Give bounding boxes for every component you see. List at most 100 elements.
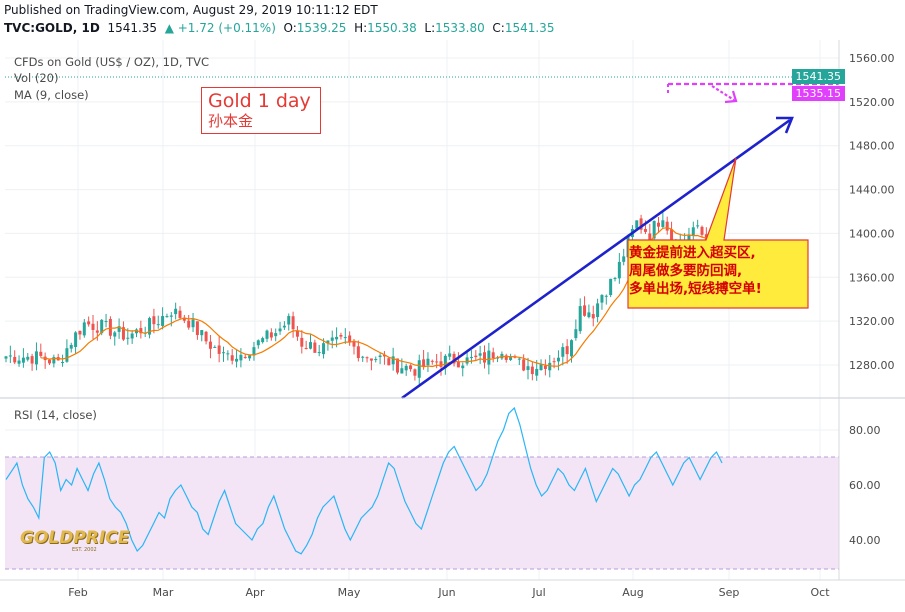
candle-down — [396, 358, 399, 373]
c-label: C: — [492, 21, 505, 35]
candle-up — [265, 330, 269, 339]
candle-down — [643, 228, 647, 232]
candle-down — [382, 354, 386, 357]
low-value: 1533.80 — [435, 21, 485, 35]
candle-down — [208, 341, 212, 349]
candle-up — [448, 353, 452, 357]
price-tick-label: 1520.00 — [849, 96, 895, 109]
candle-up — [21, 357, 25, 363]
candle-down — [230, 355, 234, 361]
price-tick-label: 1280.00 — [849, 359, 895, 372]
open-value: 1539.25 — [296, 21, 347, 35]
candle-down — [583, 305, 587, 316]
candle-down — [639, 218, 643, 230]
candle-down — [491, 352, 495, 359]
trend-arrow-head — [776, 116, 794, 134]
candle-up — [117, 326, 121, 332]
candle-down — [422, 359, 426, 367]
candle-up — [65, 348, 69, 362]
candle-down — [474, 355, 478, 358]
close-value: 1541.35 — [504, 21, 555, 35]
candle-down — [78, 330, 82, 335]
candle-up — [135, 329, 138, 334]
candle-up — [461, 365, 465, 369]
candle-up — [34, 351, 38, 365]
candle-up — [169, 315, 173, 317]
pullback-arrow-head — [724, 90, 738, 104]
candle-down — [522, 359, 526, 371]
candle-up — [622, 256, 626, 262]
candle-down — [304, 348, 308, 350]
rsi-tick-label: 80.00 — [849, 424, 881, 437]
candle-up — [378, 355, 382, 357]
candle-down — [352, 340, 356, 347]
candle-up — [635, 220, 639, 229]
candle-up — [426, 358, 430, 366]
title-annotation: Gold 1 day 孙本金 — [201, 87, 321, 134]
candle-down — [665, 221, 669, 231]
candle-down — [187, 320, 191, 328]
candle-up — [130, 333, 134, 339]
candle-up — [526, 366, 530, 370]
candle-down — [217, 345, 221, 354]
candle-up — [8, 355, 12, 357]
candle-up — [661, 220, 665, 227]
candle-down — [409, 365, 413, 370]
candle-up — [556, 357, 560, 362]
candle-up — [309, 342, 312, 349]
o-label: O: — [283, 21, 297, 35]
candle-up — [261, 338, 265, 343]
candle-up — [609, 278, 613, 296]
candle-up — [278, 328, 282, 332]
candle-up — [322, 343, 326, 355]
price-tick-label: 1400.00 — [849, 227, 895, 240]
candle-down — [700, 226, 704, 235]
ma-legend: MA (9, close) — [14, 88, 89, 102]
pullback-arrow — [711, 85, 735, 101]
symbol-line: TVC:GOLD, 1D 1541.35 ▲ +1.72 (+0.11%) O:… — [4, 21, 554, 35]
time-tick-label: May — [338, 586, 361, 599]
candle-up — [74, 332, 78, 347]
candle-down — [39, 351, 43, 356]
candle-up — [252, 347, 256, 356]
candle-up — [509, 357, 513, 360]
candle-down — [30, 356, 34, 364]
candle-up — [222, 352, 225, 354]
candle-up — [596, 303, 600, 318]
candle-up — [326, 340, 330, 343]
level-tag: 1535.15 — [791, 86, 845, 101]
candle-up — [478, 353, 482, 356]
callout-text: 黄金提前进入超买区, 周尾做多要防回调, 多单出场,短线搏空单! — [629, 245, 762, 297]
time-tick-label: Jun — [437, 586, 455, 599]
high-value: 1550.38 — [367, 21, 417, 35]
candle-up — [282, 325, 286, 328]
candle-down — [204, 331, 208, 342]
symbol: TVC:GOLD, 1D — [4, 21, 100, 35]
rsi-band — [5, 457, 839, 569]
candle-up — [691, 227, 695, 236]
rsi-line — [5, 406, 723, 555]
candle-up — [343, 337, 347, 339]
candle-down — [48, 359, 51, 364]
candle-up — [191, 319, 195, 328]
candle-up — [335, 336, 339, 340]
candle-up — [200, 330, 204, 336]
time-tick-label: Sep — [719, 586, 740, 599]
candle-up — [613, 278, 617, 280]
candle-up — [113, 332, 117, 337]
candle-up — [400, 368, 404, 374]
candle-up — [361, 356, 365, 358]
rsi-tick-label: 60.00 — [849, 479, 881, 492]
candle-down — [452, 353, 456, 364]
candle-down — [121, 327, 125, 340]
candle-up — [156, 324, 160, 326]
candle-up — [4, 356, 8, 359]
candle-up — [561, 347, 565, 357]
candle-down — [387, 358, 391, 366]
candle-down — [313, 342, 317, 353]
axis-labels: 1280.00 1320.00 1360.00 1400.00 1440.00 1480.… — [68, 52, 894, 599]
candle-down — [504, 355, 508, 360]
candle-up — [574, 329, 578, 339]
candle-up — [404, 365, 408, 371]
